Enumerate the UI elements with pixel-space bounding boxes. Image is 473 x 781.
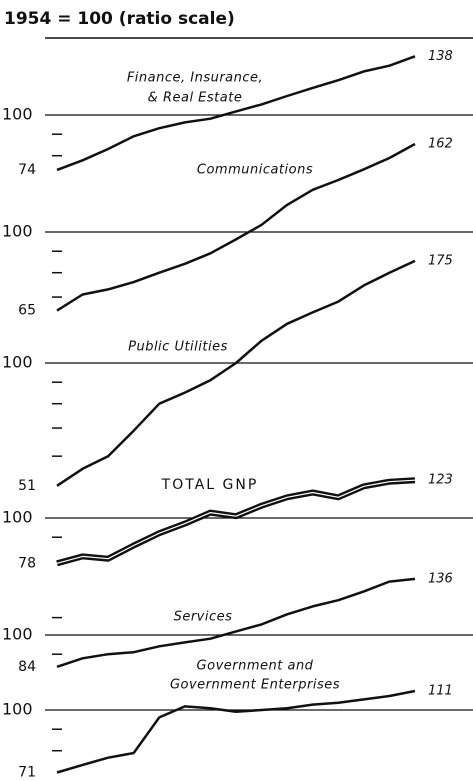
start-value: 74: [18, 162, 36, 178]
y-tick-label: 100: [2, 222, 33, 241]
series-label: Government Enterprises: [170, 678, 340, 693]
series-label: TOTAL GNP: [161, 477, 259, 493]
series-label: Finance, Insurance,: [127, 71, 263, 86]
series-line: [56, 55, 416, 172]
end-value: 123: [428, 473, 453, 488]
series-line: [56, 259, 416, 487]
chart-title: 1954 = 100 (ratio scale): [4, 9, 235, 29]
start-value: 51: [18, 478, 36, 494]
series-line: [56, 142, 416, 312]
series-label: Communications: [197, 163, 313, 178]
series-line-inner: [56, 479, 416, 564]
start-value: 84: [18, 659, 36, 675]
y-tick-label: 100: [2, 700, 33, 719]
start-value: 65: [18, 303, 36, 319]
series-label: Services: [174, 610, 233, 625]
y-tick-label: 100: [2, 508, 33, 527]
end-value: 136: [428, 571, 453, 586]
start-value: 71: [18, 764, 36, 780]
y-tick-label: 100: [2, 105, 33, 124]
end-value: 175: [428, 253, 453, 268]
y-tick-label: 100: [2, 353, 33, 372]
y-tick-label: 100: [2, 625, 33, 644]
series-line: [56, 689, 416, 774]
end-value: 162: [428, 137, 453, 152]
end-value: 111: [428, 683, 453, 698]
series-label: Public Utilities: [128, 340, 228, 355]
start-value: 78: [18, 555, 36, 571]
end-value: 138: [428, 49, 453, 64]
series-label: & Real Estate: [148, 91, 243, 106]
series-label: Government and: [197, 659, 314, 674]
series-line: [56, 577, 416, 668]
